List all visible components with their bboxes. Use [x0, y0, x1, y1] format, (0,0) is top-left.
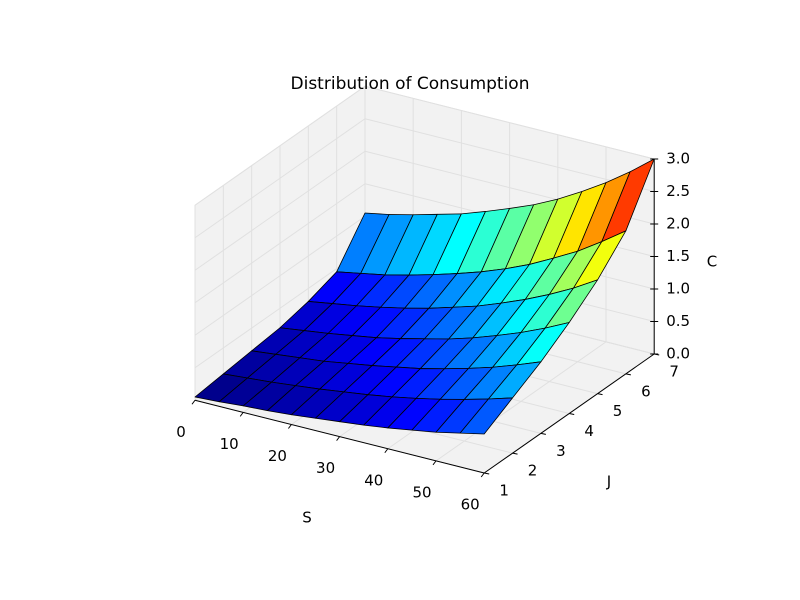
z-tick-label: 2.0	[666, 215, 690, 233]
z-tick-label: 1.0	[666, 280, 690, 298]
y-tick-label: 7	[669, 363, 679, 381]
x-axis-line	[194, 399, 485, 474]
y-tick-label: 2	[528, 462, 538, 480]
x-tick	[287, 424, 292, 429]
x-tick-label: 50	[412, 483, 431, 501]
surface-patch	[459, 397, 513, 435]
x-tick	[432, 460, 437, 466]
x-tick-label: 20	[268, 447, 287, 465]
y-tick-label: 1	[499, 482, 509, 500]
z-tick-label: 3.0	[666, 150, 690, 168]
x-tick-label: 10	[220, 435, 239, 453]
chart-title: Distribution of Consumption	[291, 74, 530, 94]
x-tick	[384, 448, 389, 454]
grid-line	[364, 85, 655, 160]
y-tick-label: 3	[556, 442, 566, 460]
y-tick	[484, 472, 490, 475]
x-tick-label: 0	[176, 423, 186, 441]
x-tick-label: 30	[316, 459, 335, 477]
x-tick	[480, 472, 485, 478]
x-tick	[239, 412, 244, 417]
z-tick-label: 2.5	[666, 182, 690, 200]
y-tick	[569, 413, 575, 415]
x-tick	[191, 399, 196, 405]
x-axis-label: S	[302, 509, 312, 527]
y-tick	[512, 452, 518, 455]
y-tick	[625, 373, 631, 376]
grid-line	[194, 85, 366, 206]
grid-line	[364, 118, 655, 192]
z-tick-label: 1.5	[666, 247, 690, 265]
z-tick-label: 0.0	[666, 345, 690, 363]
grid-line	[194, 118, 366, 239]
surface	[194, 158, 655, 435]
grid-line	[194, 215, 366, 336]
x-tick-label: 60	[461, 496, 480, 514]
y-tick	[540, 432, 546, 435]
y-tick-label: 5	[613, 402, 623, 420]
grid-line	[194, 150, 366, 271]
y-axis-line	[483, 353, 655, 474]
y-axis-label: J	[606, 473, 611, 491]
z-axis-label: C	[707, 253, 717, 271]
y-tick-label: 6	[641, 382, 651, 400]
z-tick-label: 0.5	[666, 312, 690, 330]
y-tick-label: 4	[584, 422, 594, 440]
y-tick	[597, 393, 603, 396]
grid-line	[194, 248, 366, 369]
x-tick	[336, 436, 341, 441]
grid-line	[194, 183, 366, 304]
x-tick-label: 40	[364, 471, 383, 489]
